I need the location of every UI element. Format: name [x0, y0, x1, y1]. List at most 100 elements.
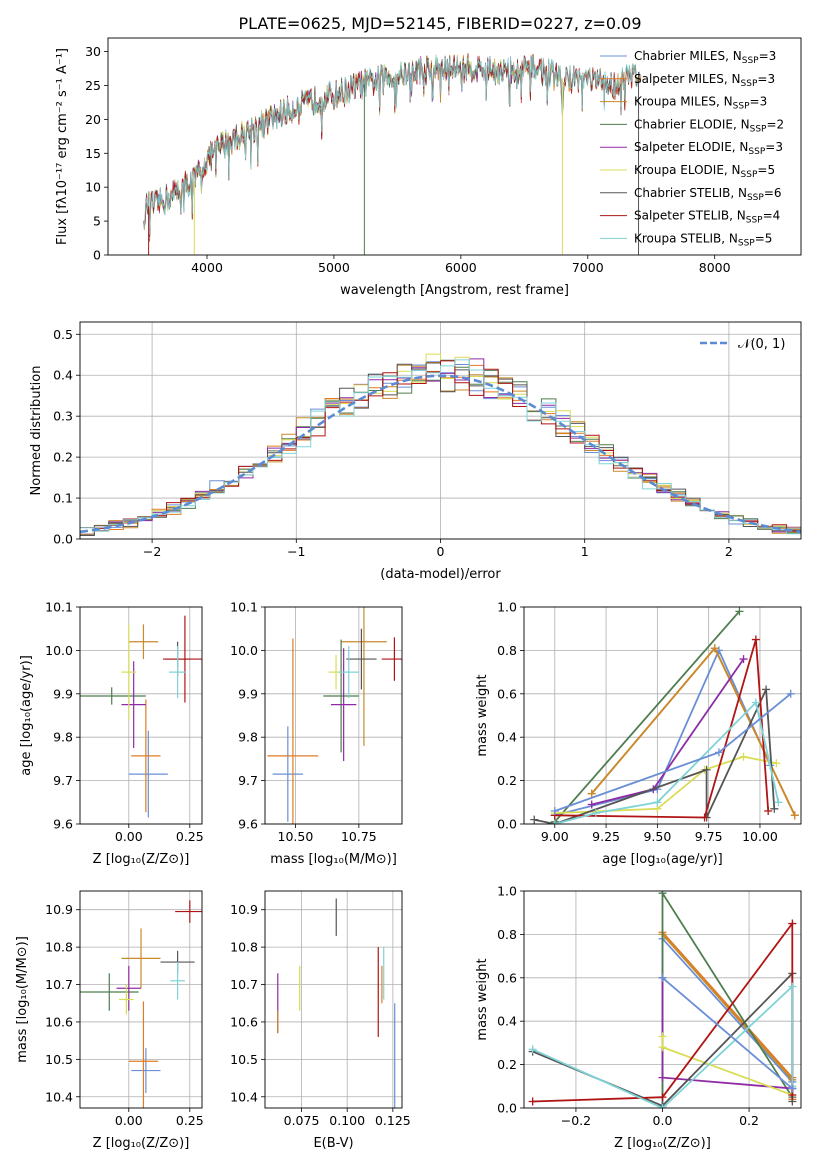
plot-area: [528, 891, 797, 1108]
plot-area: [80, 615, 202, 818]
y-tick-label: 10.4: [45, 1089, 73, 1104]
y-tick-label: 10.7: [45, 977, 73, 992]
y-axis-label: mass weight: [475, 674, 490, 756]
y-tick-label: 1.0: [497, 600, 517, 615]
legend-entry: Kroupa STELIB, NSSP=5: [634, 231, 772, 248]
weight-line: [554, 610, 741, 823]
legend-label: Chabrier ELODIE, N: [634, 117, 750, 131]
legend-count: =3: [765, 140, 783, 154]
ticks: 0.075 0.100 0.125 10.4 10.5 10.6 10.7 10.8 10.9: [230, 891, 411, 1128]
x-tick-label: 2: [725, 544, 733, 559]
legend-entry: Kroupa ELODIE, NSSP=5: [634, 163, 775, 180]
weight-marker: [739, 752, 748, 761]
weight-marker: [700, 813, 709, 822]
axes-frame: [79, 321, 802, 540]
x-axis-label: Z [log₁₀(Z/Z⊙)]: [93, 852, 190, 867]
x-tick-label: 9.50: [643, 829, 671, 844]
y-tick-label: 10: [85, 180, 101, 195]
legend-entry: Chabrier STELIB, NSSP=6: [634, 186, 782, 203]
axes-frame: [79, 890, 203, 1109]
legend-count: =6: [764, 186, 782, 200]
normal-curve: [80, 374, 801, 534]
weight-marker: [772, 759, 781, 768]
weight-marker: [790, 811, 799, 820]
weight-line: [661, 936, 794, 1106]
legend-count: =3: [759, 49, 777, 63]
legend-sub: SSP: [741, 170, 758, 180]
legend-label: Kroupa ELODIE, N: [634, 163, 741, 177]
residuals-panel: −2 −1 0 1 2 0.0 0.1 0.2 0.3 0.4 0.5 (data-model)/er…: [29, 321, 802, 582]
y-tick-label: 9.6: [238, 817, 258, 832]
y-tick-label: 0.2: [497, 1057, 517, 1072]
legend-count: =3: [750, 95, 768, 109]
y-tick-label: 9.6: [53, 817, 73, 832]
weight-marker: [550, 820, 559, 824]
axes-frame: [79, 606, 203, 825]
legend-entry: Chabrier MILES, NSSP=3: [634, 49, 776, 66]
y-tick-label: 10.9: [230, 902, 258, 917]
ticks: −2 −1 0 1 2 0.0 0.1 0.2 0.3 0.4 0.5: [53, 322, 801, 559]
x-axis-label: E(B-V): [313, 1136, 353, 1151]
weight-marker: [591, 809, 600, 818]
mass-vs-ebv-panel: 0.075 0.100 0.125 10.4 10.5 10.6 10.7 10.8 10.9 E…: [230, 890, 411, 1151]
weight-marker: [658, 973, 667, 982]
y-tick-label: 0.0: [497, 817, 517, 832]
y-tick-label: 10.1: [230, 600, 258, 615]
weight-marker: [739, 655, 748, 664]
chart-title: PLATE=0625, MJD=52145, FIBERID=0227, z=0…: [238, 14, 641, 33]
x-axis-label: wavelength [Angstrom, rest frame]: [340, 283, 569, 298]
ticks: 10.50 10.75 9.6 9.7 9.8 9.9 10.0 10.1: [230, 600, 402, 844]
weight-marker: [658, 1032, 667, 1041]
weight-marker: [587, 789, 596, 798]
mass-vs-z-panel: 0.00 0.25 10.4 10.5 10.6 10.7 10.8 10.9 Z [log₁₀…: [15, 890, 204, 1151]
legend-entry: Chabrier ELODIE, NSSP=2: [634, 117, 784, 134]
legend-label: Salpeter ELODIE, N: [634, 140, 748, 154]
x-tick-label: 0.075: [284, 1113, 320, 1128]
weight-marker: [658, 891, 667, 898]
x-axis-label: age [log₁₀(age/yr)]: [602, 852, 723, 867]
y-tick-label: 9.7: [53, 773, 73, 788]
weight-marker: [702, 765, 711, 774]
plot-area: [80, 900, 202, 1108]
y-tick-label: 10.4: [230, 1089, 258, 1104]
weight-line: [532, 984, 794, 1108]
weight-marker: [788, 1084, 797, 1093]
legend-sub: SSP: [741, 79, 758, 89]
x-tick-label: 0.100: [329, 1113, 365, 1128]
legend-label: Chabrier MILES, N: [634, 49, 742, 63]
weight-line: [661, 933, 793, 1081]
axes-frame: [264, 606, 403, 825]
weight-marker: [658, 1093, 667, 1102]
y-tick-label: 9.9: [53, 686, 73, 701]
x-tick-label: 5000: [318, 260, 350, 275]
y-axis-label: Flux [fλ10⁻¹⁷ erg cm⁻² s⁻¹ A⁻¹]: [55, 48, 70, 245]
legend-sub: SSP: [750, 124, 767, 134]
y-tick-label: 0.5: [53, 327, 73, 342]
y-tick-label: 1.0: [497, 884, 517, 899]
x-tick-label: 0.00: [115, 1113, 143, 1128]
y-tick-label: 0.2: [53, 450, 73, 465]
x-tick-label: 0.00: [115, 829, 143, 844]
histogram-step: [80, 359, 801, 535]
x-tick-label: −1: [287, 544, 305, 559]
y-tick-label: 0.8: [497, 643, 517, 658]
y-axis-label: mass weight: [475, 958, 490, 1040]
weight-marker: [710, 644, 719, 653]
x-axis-label: Z [log₁₀(Z/Z⊙)]: [614, 1136, 711, 1151]
weight-line: [554, 648, 772, 817]
y-tick-label: 0.1: [53, 491, 73, 506]
y-tick-label: 10.5: [45, 1052, 73, 1067]
ticks: 4000 5000 6000 7000 8000 0 5 10 15 20 25 30: [85, 44, 731, 275]
x-tick-label: 10.50: [278, 829, 314, 844]
plot-area: [80, 353, 801, 536]
weight-marker: [788, 919, 797, 928]
y-tick-label: 10.1: [45, 600, 73, 615]
x-tick-label: 4000: [191, 260, 223, 275]
legend-label: Chabrier STELIB, N: [634, 186, 747, 200]
weight-marker: [653, 798, 662, 807]
weight-marker: [587, 800, 596, 809]
x-tick-label: 10.75: [341, 829, 377, 844]
weight-marker: [550, 806, 559, 815]
x-tick-label: 9.25: [592, 829, 620, 844]
